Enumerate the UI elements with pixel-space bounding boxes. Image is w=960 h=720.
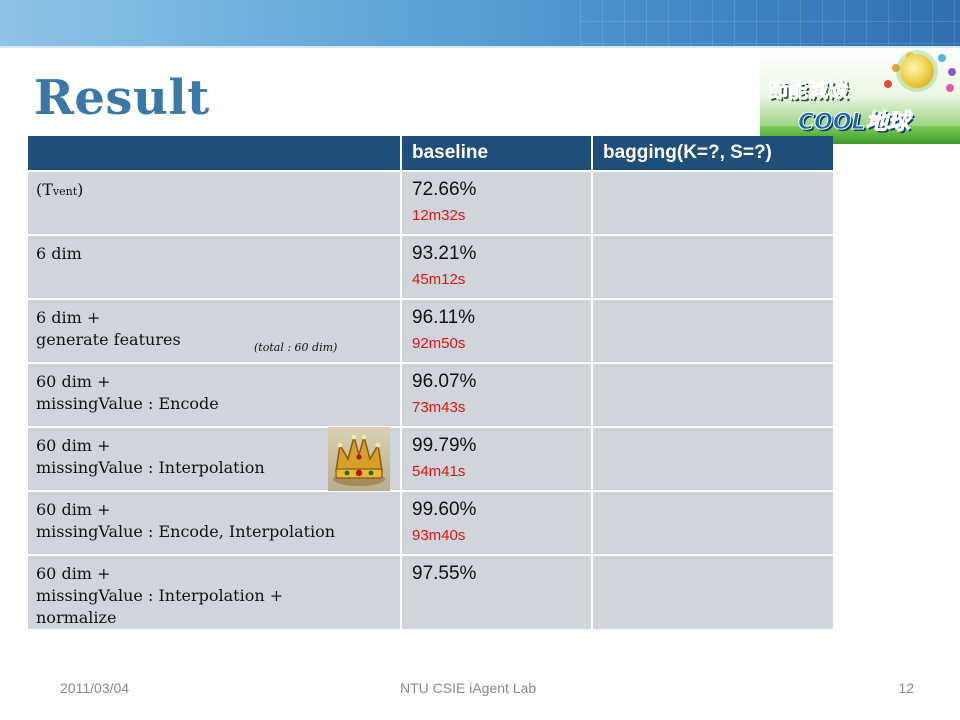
crown-image xyxy=(328,427,390,491)
condition-line2: missingValue : Interpolation xyxy=(36,458,265,477)
condition-cell: 6 dim + generate features (total : 60 di… xyxy=(28,300,400,362)
logo-text-line2: COOL地球 xyxy=(798,110,911,136)
time-value: 73m43s xyxy=(412,399,466,416)
header-bagging: bagging(K=?, S=?) xyxy=(591,136,833,170)
baseline-cell: 96.11% 92m50s xyxy=(400,300,591,362)
accuracy-value: 96.07% xyxy=(412,371,477,392)
condition-line2: missingValue : Interpolation + xyxy=(36,586,284,605)
condition-note: (total : 60 dim) xyxy=(254,341,338,354)
condition-line1: 60 dim + xyxy=(36,436,111,455)
accuracy-value: 99.60% xyxy=(412,499,477,520)
table-row: 60 dim + missingValue : Encode 96.07% 73… xyxy=(28,364,833,426)
table-row: 60 dim + missingValue : Interpolation + … xyxy=(28,556,833,629)
bagging-cell xyxy=(591,300,833,362)
condition-line1: 60 dim + xyxy=(36,564,111,583)
table-row: (Tvent) 72.66% 12m32s xyxy=(28,172,833,234)
condition-close: ) xyxy=(77,180,84,199)
accuracy-value: 96.11% xyxy=(412,307,476,328)
condition-text: 6 dim xyxy=(36,244,82,263)
banner-tiles xyxy=(580,0,960,48)
condition-subscript: vent xyxy=(52,185,78,198)
condition-line1: 60 dim + xyxy=(36,372,111,391)
time-value: 92m50s xyxy=(412,335,466,352)
lightbulb-icon xyxy=(900,54,934,88)
table-row: 60 dim + missingValue : Encode, Interpol… xyxy=(28,492,833,554)
bagging-cell xyxy=(591,236,833,298)
header-baseline: baseline xyxy=(400,136,591,170)
time-value: 45m12s xyxy=(412,271,466,288)
condition-cell: 60 dim + missingValue : Encode xyxy=(28,364,400,426)
bagging-cell xyxy=(591,556,833,629)
accuracy-value: 97.55% xyxy=(412,563,477,584)
baseline-cell: 99.79% 54m41s xyxy=(400,428,591,490)
logo-text-line1: 節能減碳 xyxy=(768,78,849,103)
condition-line2: missingValue : Encode, Interpolation xyxy=(36,522,336,541)
condition-cell: 60 dim + missingValue : Encode, Interpol… xyxy=(28,492,400,554)
table-row: 6 dim 93.21% 45m12s xyxy=(28,236,833,298)
condition-cell: 6 dim xyxy=(28,236,400,298)
baseline-cell: 93.21% 45m12s xyxy=(400,236,591,298)
baseline-cell: 99.60% 93m40s xyxy=(400,492,591,554)
bagging-cell xyxy=(591,172,833,234)
time-value: 12m32s xyxy=(412,207,466,224)
table-row: 6 dim + generate features (total : 60 di… xyxy=(28,300,833,362)
crown-icon xyxy=(333,434,385,486)
baseline-cell: 96.07% 73m43s xyxy=(400,364,591,426)
baseline-cell: 97.55% xyxy=(400,556,591,629)
footer-lab: NTU CSIE iAgent Lab xyxy=(400,680,537,696)
footer-page-number: 12 xyxy=(898,680,914,696)
accuracy-value: 99.79% xyxy=(412,435,477,456)
condition-line2: generate features xyxy=(36,330,181,349)
energy-saving-logo: 節能減碳 COOL地球 xyxy=(760,48,960,144)
condition-line2: missingValue : Encode xyxy=(36,394,219,413)
time-value: 54m41s xyxy=(412,463,466,480)
condition-line3: normalize xyxy=(36,608,117,627)
accuracy-value: 72.66% xyxy=(412,179,477,200)
bagging-cell xyxy=(591,364,833,426)
top-banner xyxy=(0,0,960,48)
accuracy-value: 93.21% xyxy=(412,243,477,264)
results-table: baseline bagging(K=?, S=?) (Tvent) 72.66… xyxy=(28,134,833,631)
footer-date: 2011/03/04 xyxy=(60,680,130,696)
table-row: 60 dim + missingValue : Interpolation 99… xyxy=(28,428,833,490)
condition-cell: (Tvent) xyxy=(28,172,400,234)
time-value: 93m40s xyxy=(412,527,466,544)
condition-line1: 60 dim + xyxy=(36,500,111,519)
condition-text: (T xyxy=(36,180,53,199)
condition-line1: 6 dim + xyxy=(36,308,101,327)
baseline-cell: 72.66% 12m32s xyxy=(400,172,591,234)
condition-cell: 60 dim + missingValue : Interpolation + … xyxy=(28,556,400,629)
header-condition xyxy=(28,136,400,170)
table-header-row: baseline bagging(K=?, S=?) xyxy=(28,136,833,170)
banner-underline xyxy=(0,46,960,48)
bagging-cell xyxy=(591,428,833,490)
slide-title: Result xyxy=(34,70,210,126)
bagging-cell xyxy=(591,492,833,554)
